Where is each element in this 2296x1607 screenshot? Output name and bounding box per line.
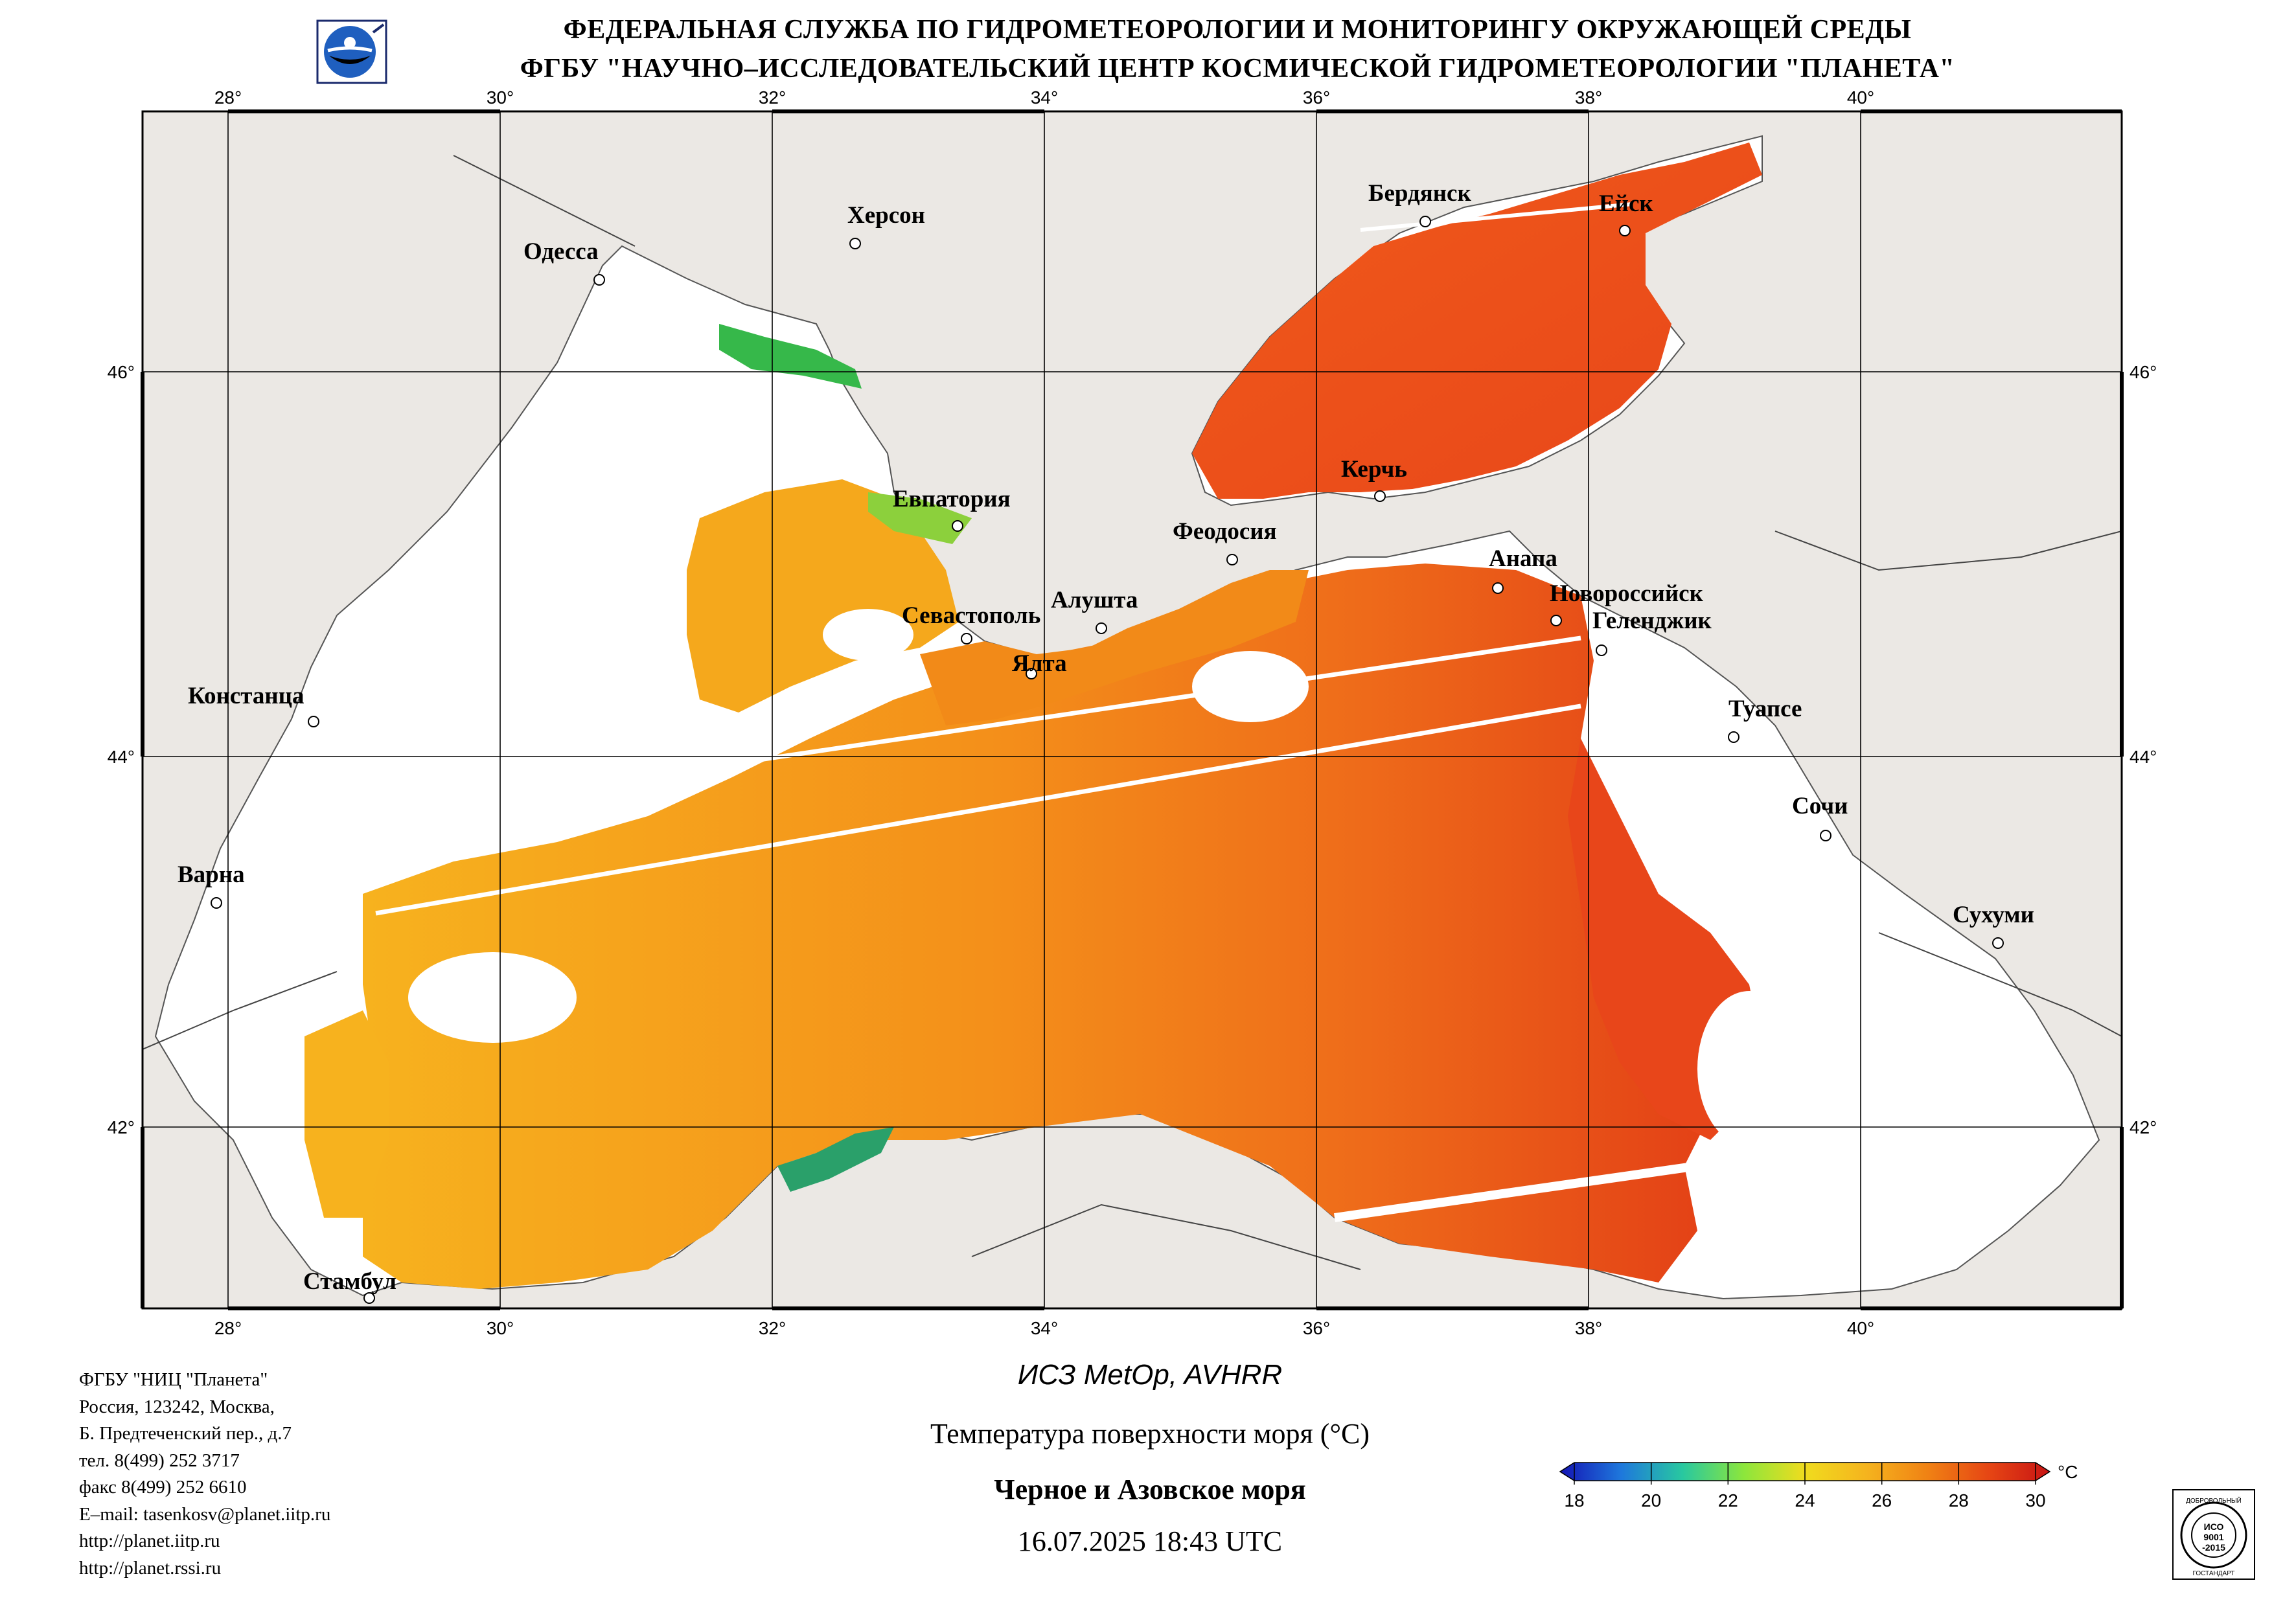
contact-addr2: Б. Предтеченский пер., д.7 — [79, 1423, 292, 1444]
lon-label: 40° — [1847, 1318, 1874, 1338]
city-label-tuapse: Туапсе — [1728, 696, 1802, 722]
lat-label: 46° — [2130, 362, 2157, 382]
sst-cold-turkey-coast — [777, 1127, 894, 1192]
lon-label: 36° — [1303, 87, 1330, 108]
lon-label: 32° — [759, 1318, 786, 1338]
border-line — [1878, 932, 2122, 1037]
city-label-novorossiysk: Новороссийск — [1550, 580, 1704, 607]
sst-cold-yevpatoria — [868, 492, 972, 544]
city-label-kherson: Херсон — [847, 202, 925, 229]
cert-iso-text: ИСО — [2204, 1522, 2224, 1532]
lon-label: 38° — [1575, 1318, 1602, 1338]
lon-label: 34° — [1031, 1318, 1058, 1338]
lon-label: 34° — [1031, 87, 1058, 108]
sst-crimea-coast-patch — [920, 570, 1309, 725]
cert-9001-text: 9001 — [2203, 1532, 2223, 1542]
contact-url-2[interactable]: http://planet.rssi.ru — [79, 1557, 222, 1579]
lon-label: 36° — [1303, 1318, 1330, 1338]
lon-label: 38° — [1575, 87, 1602, 108]
swath-gap-line — [728, 635, 1581, 767]
cloud-patch — [408, 952, 577, 1043]
caption-datetime: 16.07.2025 18:43 UTC — [1017, 1525, 1283, 1557]
lat-label: 44° — [2130, 747, 2157, 767]
graticule — [143, 111, 2122, 1308]
contact-block: ФГБУ "НИЦ "Планета" Россия, 123242, Моск… — [79, 1367, 330, 1582]
colorbar-unit: °С — [2058, 1462, 2078, 1482]
caption-region: Черное и Азовское моря — [994, 1474, 1306, 1505]
city-label-odessa: Одесса — [523, 238, 599, 265]
lat-label: 46° — [108, 362, 135, 382]
city-label-sukhumi: Сухуми — [1953, 902, 2034, 928]
lon-label: 32° — [759, 87, 786, 108]
city-label-evpatoria: Евпатория — [893, 486, 1011, 512]
city-label-yeysk: Ейск — [1599, 190, 1653, 217]
cert-top-text: ДОБРОВОЛЬНЫЙ — [2186, 1496, 2242, 1505]
contact-org: ФГБУ "НИЦ "Планета" — [79, 1369, 268, 1390]
lat-label: 44° — [108, 747, 135, 767]
contact-url-1[interactable]: http://planet.iitp.ru — [79, 1531, 220, 1551]
temperature-colorbar: 18 20 22 24 26 28 30 °С — [1559, 1462, 2078, 1510]
colorbar-tick-label: 20 — [1641, 1490, 1661, 1510]
city-label-anapa: Анапа — [1489, 545, 1557, 572]
border-line — [143, 971, 338, 1050]
city-label-feodosia: Феодосия — [1173, 518, 1277, 545]
sst-northwest-patch — [687, 479, 959, 712]
city-label-sochi: Сочи — [1792, 793, 1848, 819]
cloud-patch — [1697, 991, 1801, 1146]
city-label-yalta: Ялта — [1012, 650, 1067, 677]
city-markers — [211, 216, 2004, 1304]
lon-label: 40° — [1847, 87, 1874, 108]
cert-year-text: -2015 — [2202, 1542, 2225, 1553]
city-label-sevastopol: Севастополь — [902, 602, 1040, 629]
swath-gap-line — [1360, 202, 1633, 232]
city-label-berdyansk: Бердянск — [1368, 180, 1471, 207]
colorbar-tick-label: 26 — [1872, 1490, 1892, 1510]
header-line-1: ФЕДЕРАЛЬНАЯ СЛУЖБА ПО ГИДРОМЕТЕОРОЛОГИИ … — [563, 15, 1912, 45]
border-line — [1774, 530, 2122, 571]
city-label-kerch: Керчь — [1341, 456, 1407, 483]
planeta-logo-icon — [316, 19, 387, 84]
lon-label: 28° — [214, 87, 242, 108]
sst-main-field — [363, 564, 1749, 1289]
lon-label: 28° — [214, 1318, 242, 1338]
border-line — [971, 1203, 1361, 1270]
city-label-gelendzhik: Геленджик — [1592, 608, 1712, 634]
colorbar-ticks — [1574, 1463, 2036, 1485]
lon-label: 30° — [487, 87, 514, 108]
sst-west-patch — [304, 1010, 389, 1218]
city-label-constanta: Констанца — [188, 683, 304, 709]
lon-label: 30° — [487, 1318, 514, 1338]
contact-email[interactable]: E–mail: tasenkosv@planet.iitp.ru — [79, 1503, 331, 1525]
colorbar-tick-label: 22 — [1718, 1490, 1738, 1510]
colorbar-tick-label: 30 — [2025, 1490, 2045, 1510]
contact-addr1: Россия, 123242, Москва, — [79, 1396, 275, 1417]
city-label-varna: Варна — [178, 861, 245, 888]
caption-satellite: ИСЗ MetOp, AVHRR — [1017, 1359, 1283, 1391]
border-line — [453, 155, 636, 247]
city-label-alushta: Алушта — [1051, 587, 1138, 613]
sst-cold-northwest — [719, 324, 862, 389]
map-frame-ticks — [141, 109, 2124, 1310]
contact-fax: факс 8(499) 252 6610 — [79, 1477, 247, 1498]
iso-certificate-icon: ДОБРОВОЛЬНЫЙ ИСО 9001 -2015 ГОСТАНДАРТ — [2172, 1489, 2255, 1580]
lat-label: 42° — [108, 1117, 135, 1137]
lat-label: 42° — [2130, 1117, 2157, 1137]
swath-gap-line — [1334, 1148, 1789, 1222]
caption-parameter: Температура поверхности моря (°С) — [930, 1418, 1370, 1450]
colorbar-tick-label: 18 — [1564, 1490, 1584, 1510]
contact-phone: тел. 8(499) 252 3717 — [79, 1450, 240, 1471]
colorbar-tick-label: 28 — [1949, 1490, 1969, 1510]
swath-gap-line — [375, 703, 1581, 916]
cert-bottom-text: ГОСТАНДАРТ — [2193, 1570, 2235, 1577]
colorbar-tick-label: 24 — [1795, 1490, 1815, 1510]
cloud-patch — [823, 609, 913, 661]
header-line-2: ФГБУ "НАУЧНО–ИССЛЕДОВАТЕЛЬСКИЙ ЦЕНТР КОС… — [520, 54, 1955, 84]
city-label-istanbul: Стамбул — [303, 1268, 396, 1295]
